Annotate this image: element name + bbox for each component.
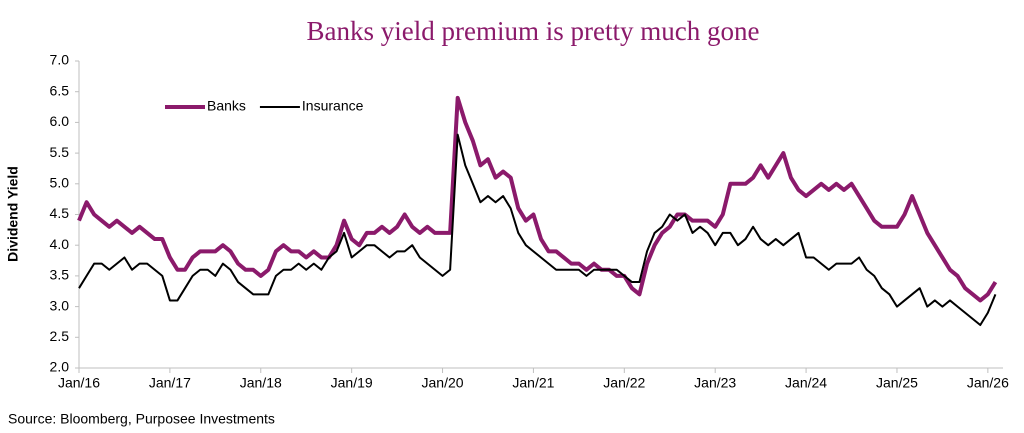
x-tick-label: Jan/20: [422, 375, 464, 391]
x-tick-label: Jan/18: [240, 375, 282, 391]
series-line: [78, 133, 997, 327]
x-tick-label: Jan/16: [58, 375, 100, 391]
chart-title: Banks yield premium is pretty much gone: [307, 16, 760, 46]
x-tick-label: Jan/17: [149, 375, 191, 391]
x-tick-label: Jan/25: [876, 375, 918, 391]
y-tick-label: 6.0: [50, 113, 70, 129]
source-note: Source: Bloomberg, Purposee Investments: [8, 411, 275, 427]
y-tick-label: 3.0: [50, 297, 70, 313]
y-tick-label: 4.0: [50, 236, 70, 252]
y-tick-label: 6.5: [50, 82, 70, 98]
legend-label: Banks: [207, 98, 246, 114]
y-tick-label: 4.5: [50, 205, 70, 221]
x-tick-label: Jan/21: [512, 375, 554, 391]
series-line: [77, 95, 998, 303]
y-tick-label: 2.0: [50, 359, 70, 375]
y-axis-label: Dividend Yield: [5, 166, 21, 262]
x-tick-label: Jan/26: [967, 375, 1009, 391]
y-tick-label: 5.5: [50, 144, 70, 160]
x-tick-label: Jan/22: [603, 375, 645, 391]
y-tick-label: 7.0: [50, 52, 70, 68]
legend-label: Insurance: [302, 98, 364, 114]
y-tick-label: 3.5: [50, 267, 70, 283]
x-tick-label: Jan/19: [331, 375, 373, 391]
y-tick-label: 2.5: [50, 328, 70, 344]
y-tick-label: 5.0: [50, 175, 70, 191]
x-tick-label: Jan/24: [785, 375, 827, 391]
x-tick-label: Jan/23: [694, 375, 736, 391]
